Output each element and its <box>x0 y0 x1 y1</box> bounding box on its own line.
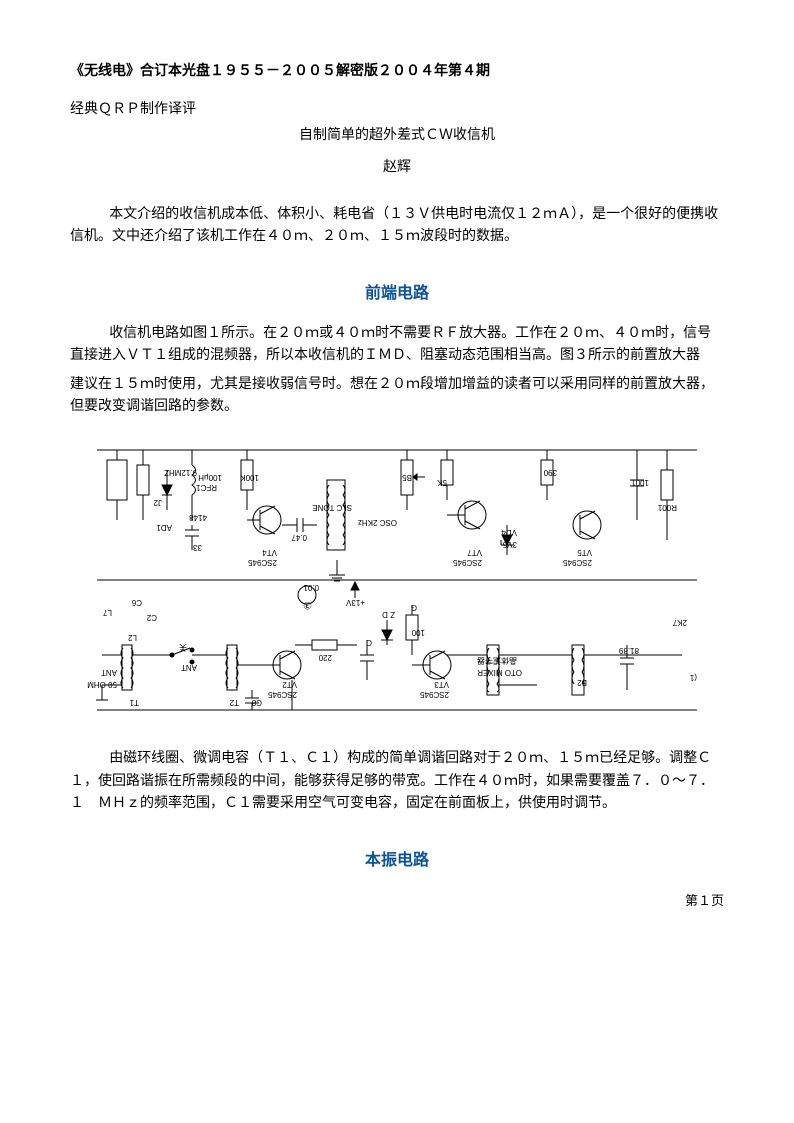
svg-text:ANT: ANT <box>181 663 197 672</box>
svg-text:OTO MIXER: OTO MIXER <box>477 668 522 677</box>
svg-text:VD4: VD4 <box>501 528 517 537</box>
svg-text:C8: C8 <box>251 698 262 707</box>
svg-text:VT7: VT7 <box>467 548 482 557</box>
section1-para2: 建议在１５ｍ时使用，尤其是接收弱信号时。想在２０ｍ段增加增益的读者可以采用同样的… <box>70 374 724 419</box>
svg-text:0.47: 0.47 <box>291 533 307 542</box>
svg-text:③: ③ <box>303 599 312 610</box>
svg-text:VT4: VT4 <box>262 548 277 557</box>
svg-text:0.01: 0.01 <box>303 583 319 592</box>
svg-text:T2: T2 <box>229 698 239 707</box>
svg-text:3V6: 3V6 <box>502 540 517 549</box>
svg-text:C: C <box>366 638 372 647</box>
intro-paragraph: 本文介绍的收信机成本低、体积小、耗电省（１３Ｖ供电时电流仅１２ｍＡ），是一个很好… <box>70 204 724 249</box>
svg-text:50 OHM: 50 OHM <box>87 680 117 689</box>
section1-heading: 前端电路 <box>70 279 724 303</box>
svg-text:33: 33 <box>193 543 202 552</box>
section1-para1: 收信机电路如图１所示。在２０ｍ或４０ｍ时不需要ＲＦ放大器。工作在２０ｍ、４０ｍ时… <box>70 323 724 368</box>
svg-text:2SC945: 2SC945 <box>420 690 449 699</box>
svg-text:81.89: 81.89 <box>618 646 639 655</box>
svg-text:VT2: VT2 <box>282 680 297 689</box>
svg-text:B2: B2 <box>577 678 587 687</box>
circuit-schematic: L2 C6 (1 J2 AD1 9.12MHZ 4148 33 RFC1 100… <box>77 430 717 730</box>
source-header: 《无线电》合订本光盘１９５５－２００５解密版２００４年第４期 <box>70 60 724 80</box>
svg-text:C6: C6 <box>131 598 142 607</box>
svg-text:2SC945: 2SC945 <box>563 558 592 567</box>
svg-text:VT3: VT3 <box>434 680 449 689</box>
svg-text:2SC945: 2SC945 <box>248 558 277 567</box>
svg-text:4148: 4148 <box>189 513 207 522</box>
svg-text:ANT: ANT <box>101 668 117 677</box>
svg-text:C2: C2 <box>146 613 157 622</box>
author-name: 赵辉 <box>70 156 724 176</box>
svg-text:2SC945: 2SC945 <box>268 690 297 699</box>
svg-text:2K7: 2K7 <box>672 618 687 627</box>
svg-text:(1: (1 <box>689 673 697 682</box>
svg-text:G: G <box>411 603 417 612</box>
svg-text:OSC 2KHz: OSC 2KHz <box>358 518 397 527</box>
article-title: 自制简单的超外差式ＣＷ收信机 <box>70 124 724 144</box>
svg-text:J2: J2 <box>153 498 162 507</box>
svg-text:关: 关 <box>179 643 187 653</box>
category-label: 经典ＱＲＰ制作译评 <box>70 98 724 118</box>
svg-text:AD1: AD1 <box>156 523 172 532</box>
section1-para3: 由磁环线圈、微调电容（Ｔ１、Ｃ１）构成的简单调谐回路对于２０ｍ、１５ｍ已经足够。… <box>70 748 724 815</box>
svg-text:VT5: VT5 <box>577 548 592 557</box>
svg-text:100K: 100K <box>240 473 259 482</box>
svg-text:5K: 5K <box>437 478 447 487</box>
svg-text:220: 220 <box>318 653 332 662</box>
svg-text:1001: 1001 <box>631 478 649 487</box>
svg-text:+13V: +13V <box>345 598 365 607</box>
svg-text:T1: T1 <box>129 698 139 707</box>
svg-text:Z D: Z D <box>382 610 395 619</box>
svg-text:R001: R001 <box>657 503 677 512</box>
svg-text:100μH: 100μH <box>198 473 222 482</box>
svg-text:晶体滤字器: 晶体滤字器 <box>477 656 517 666</box>
page-number: 第１页 <box>70 890 724 909</box>
svg-text:100: 100 <box>411 628 425 637</box>
section2-heading: 本振电路 <box>70 846 724 870</box>
svg-text:B5: B5 <box>402 473 412 482</box>
svg-text:390: 390 <box>543 468 557 477</box>
svg-text:9.12MHZ: 9.12MHZ <box>164 468 197 477</box>
svg-text:L7: L7 <box>103 608 112 617</box>
svg-text:L2: L2 <box>128 633 137 642</box>
svg-text:RFC1: RFC1 <box>196 483 217 492</box>
svg-text:2SC945: 2SC945 <box>453 558 482 567</box>
svg-text:SLC TONE: SLC TONE <box>312 503 352 512</box>
